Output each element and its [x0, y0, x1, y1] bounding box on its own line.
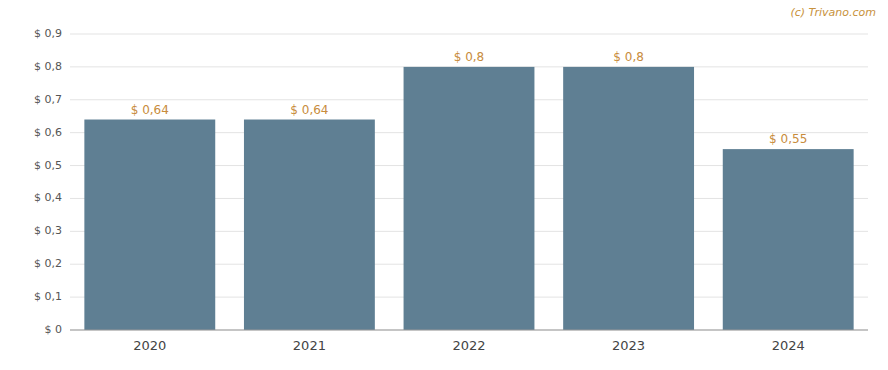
- y-tick-label: $ 0,2: [34, 257, 62, 270]
- x-tick-label: 2021: [293, 338, 326, 353]
- data-label: $ 0,8: [454, 50, 485, 64]
- y-tick-label: $ 0,4: [34, 191, 62, 204]
- x-tick-label: 2023: [612, 338, 645, 353]
- bars: [84, 67, 853, 330]
- x-tick-label: 2020: [133, 338, 166, 353]
- bar: [244, 120, 375, 330]
- x-tick-label: 2022: [452, 338, 485, 353]
- chart: $ 0 $ 0,1 $ 0,2 $ 0,3 $ 0,4 $ 0,5 $ 0,6 $ 0,7 $ …: [0, 0, 888, 370]
- data-labels: $ 0,64 $ 0,64 $ 0,8 $ 0,8 $ 0,55: [131, 50, 808, 146]
- y-tick-label: $ 0,8: [34, 60, 62, 73]
- y-axis: $ 0 $ 0,1 $ 0,2 $ 0,3 $ 0,4 $ 0,5 $ 0,6 $ 0,7 $ …: [34, 27, 62, 336]
- grid: [70, 34, 868, 330]
- grid-line: [70, 34, 868, 35]
- x-tick-label: 2024: [772, 338, 805, 353]
- grid-line: [70, 330, 868, 331]
- y-tick-label: $ 0,5: [34, 159, 62, 172]
- data-label: $ 0,64: [131, 103, 169, 117]
- data-label: $ 0,55: [769, 132, 807, 146]
- page: {"chart_data": {"type": "bar", "categori…: [0, 0, 888, 370]
- data-label: $ 0,8: [613, 50, 644, 64]
- watermark: (c) Trivano.com: [790, 6, 876, 19]
- y-tick-label: $ 0: [45, 323, 63, 336]
- y-tick-label: $ 0,6: [34, 126, 62, 139]
- data-label: $ 0,64: [290, 103, 328, 117]
- y-tick-label: $ 0,7: [34, 93, 62, 106]
- bar: [404, 67, 535, 330]
- y-tick-label: $ 0,1: [34, 290, 62, 303]
- x-axis: 2020 2021 2022 2023 2024: [133, 338, 804, 353]
- bar: [723, 149, 854, 330]
- x-axis-line: [70, 330, 868, 331]
- bar: [84, 120, 215, 330]
- y-tick-label: $ 0,9: [34, 27, 62, 40]
- bar: [563, 67, 694, 330]
- y-tick-label: $ 0,3: [34, 224, 62, 237]
